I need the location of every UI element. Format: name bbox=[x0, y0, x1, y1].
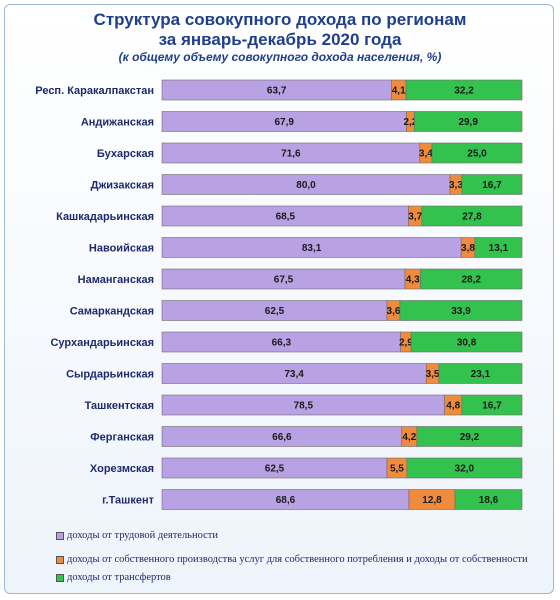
bar-segment-transfer bbox=[416, 426, 523, 447]
category-label: Ферганская bbox=[90, 432, 154, 444]
category-label: Навоийская bbox=[89, 243, 154, 255]
data-label-own: 4,3 bbox=[406, 275, 420, 286]
legend-label-own: доходы от собственного производства услу… bbox=[67, 554, 528, 565]
legend-swatch-own bbox=[56, 556, 64, 564]
bar-segment-transfer bbox=[438, 363, 523, 384]
data-label-transfer: 13,1 bbox=[489, 243, 509, 254]
data-label-labor: 63,7 bbox=[267, 86, 287, 97]
category-label: Респ. Каракалпакстан bbox=[35, 85, 154, 97]
bar-segment-transfer bbox=[431, 142, 523, 164]
bar-segment-transfer bbox=[406, 457, 523, 479]
data-label-own: 3,3 bbox=[449, 180, 463, 191]
data-label-transfer: 16,7 bbox=[482, 401, 502, 412]
data-label-transfer: 30,8 bbox=[457, 338, 477, 349]
legend-label-labor: доходы от трудовой деятельности bbox=[67, 530, 218, 541]
data-label-labor: 78,5 bbox=[294, 401, 314, 412]
legend-label-transfer: доходы от трансфертов bbox=[67, 572, 171, 583]
data-label-transfer: 23,1 bbox=[471, 369, 491, 380]
category-label: Сырдарьинская bbox=[66, 369, 154, 381]
category-label: Бухарская bbox=[97, 148, 154, 160]
data-label-transfer: 32,2 bbox=[454, 86, 474, 97]
data-label-labor: 71,6 bbox=[281, 149, 301, 160]
bar-segment-transfer bbox=[454, 489, 523, 510]
data-label-labor: 66,3 bbox=[272, 338, 292, 349]
chart-title: Структура совокупного дохода по регионам… bbox=[0, 10, 560, 50]
chart-subtitle: (к общему объему совокупного дохода насе… bbox=[118, 50, 442, 64]
data-label-labor: 83,1 bbox=[302, 243, 322, 254]
data-label-labor: 80,0 bbox=[296, 180, 316, 191]
legend-item-labor: доходы от трудовой деятельности bbox=[56, 530, 546, 542]
category-label: г.Ташкент bbox=[102, 495, 155, 507]
bar-segment-transfer bbox=[399, 300, 523, 321]
data-label-transfer: 33,9 bbox=[451, 306, 471, 317]
data-label-own: 5,5 bbox=[390, 464, 404, 475]
data-label-labor: 66,6 bbox=[272, 432, 292, 443]
data-label-transfer: 25,0 bbox=[467, 149, 487, 160]
category-label: Андижанская bbox=[81, 117, 154, 129]
bar-segment-transfer bbox=[420, 268, 523, 290]
data-label-own: 3,6 bbox=[387, 306, 401, 317]
legend-item-own: доходы от собственного производства услу… bbox=[56, 554, 546, 566]
data-label-own: 2,2 bbox=[403, 117, 417, 128]
bar-segment-transfer bbox=[410, 331, 523, 353]
data-label-own: 2,9 bbox=[399, 338, 413, 349]
category-label: Хорезмская bbox=[90, 463, 154, 475]
data-label-own: 4,8 bbox=[446, 401, 460, 412]
data-label-labor: 68,5 bbox=[276, 212, 296, 223]
category-label: Наманганская bbox=[78, 274, 154, 286]
bar-segment-transfer bbox=[461, 174, 523, 195]
legend-item-transfer: доходы от трансфертов bbox=[56, 572, 546, 584]
data-label-own: 3,7 bbox=[408, 212, 422, 223]
data-label-labor: 67,5 bbox=[274, 275, 294, 286]
bar-segment-transfer bbox=[461, 394, 523, 416]
bar-segment-transfer bbox=[414, 111, 523, 132]
bar-segment-transfer bbox=[474, 237, 523, 258]
data-label-labor: 68,6 bbox=[276, 495, 296, 506]
data-label-own: 4,1 bbox=[392, 86, 406, 97]
data-label-transfer: 18,6 bbox=[479, 495, 499, 506]
data-label-transfer: 32,0 bbox=[455, 464, 475, 475]
chart-legend: доходы от трудовой деятельности доходы о… bbox=[56, 530, 546, 590]
data-label-transfer: 16,7 bbox=[482, 180, 502, 191]
bar-segment-transfer bbox=[421, 205, 523, 227]
data-label-own: 3,5 bbox=[426, 369, 440, 380]
data-label-labor: 62,5 bbox=[265, 464, 285, 475]
category-label: Сурхандарьинская bbox=[50, 337, 154, 349]
category-label: Самаркандская bbox=[70, 306, 154, 318]
data-label-own: 3,4 bbox=[419, 149, 433, 160]
chart-title-line2: за январь-декабрь 2020 года bbox=[158, 30, 402, 49]
data-label-own: 12,8 bbox=[422, 495, 442, 506]
chart-title-line1: Структура совокупного дохода по регионам bbox=[93, 10, 467, 29]
data-label-transfer: 29,9 bbox=[458, 117, 478, 128]
category-label: Ташкентская bbox=[85, 400, 154, 412]
data-label-own: 3,8 bbox=[461, 243, 475, 254]
data-label-labor: 62,5 bbox=[265, 306, 285, 317]
legend-swatch-transfer bbox=[56, 574, 64, 582]
category-label: Джизакская bbox=[91, 180, 154, 192]
category-label: Кашкадарьинская bbox=[56, 211, 154, 223]
data-label-transfer: 27,8 bbox=[462, 212, 482, 223]
legend-swatch-labor bbox=[56, 532, 64, 540]
data-label-own: 4,2 bbox=[402, 432, 416, 443]
data-label-labor: 67,9 bbox=[274, 117, 294, 128]
data-label-labor: 73,4 bbox=[284, 369, 304, 380]
data-label-transfer: 29,2 bbox=[460, 432, 480, 443]
data-label-transfer: 28,2 bbox=[462, 275, 482, 286]
bar-segment-transfer bbox=[405, 79, 523, 101]
